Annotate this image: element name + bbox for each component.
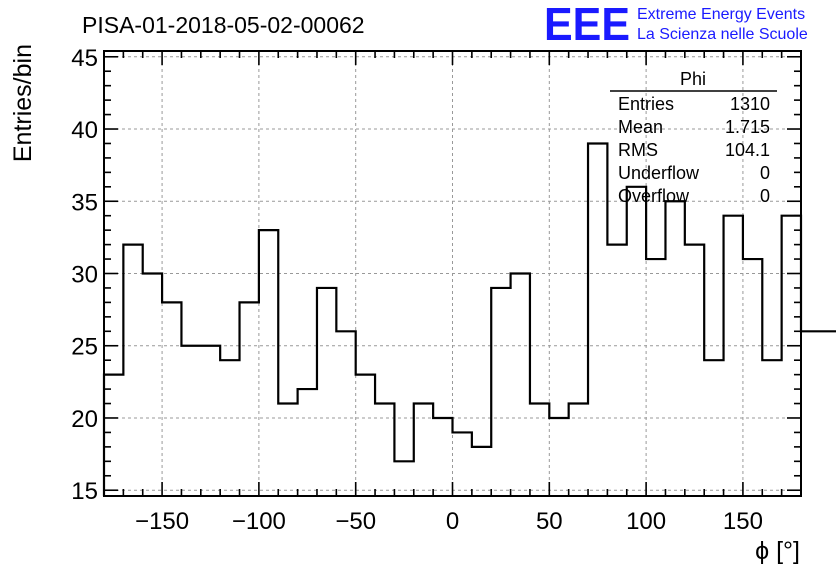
- histogram-bin: [801, 331, 820, 496]
- histogram-bin: [298, 389, 317, 496]
- y-tick-label: 40: [71, 117, 98, 144]
- histogram-bin: [472, 447, 491, 496]
- histogram-bin: [394, 461, 413, 496]
- y-tick-label: 35: [71, 189, 98, 216]
- stats-row-value: 0: [760, 186, 770, 206]
- x-tick-label: −100: [232, 508, 286, 535]
- histogram-bin: [104, 375, 123, 496]
- y-tick-label: 45: [71, 45, 98, 72]
- histogram-bin: [762, 360, 781, 496]
- x-tick-label: 100: [626, 508, 666, 535]
- histogram-bin: [511, 274, 530, 497]
- histogram-bin: [278, 404, 297, 496]
- run-title: PISA-01-2018-05-02-00062: [82, 12, 365, 38]
- histogram-bin: [530, 404, 549, 496]
- histogram-bin: [317, 288, 336, 496]
- histogram-bin: [704, 360, 723, 496]
- histogram-bin: [588, 143, 607, 496]
- histogram-bin: [201, 346, 220, 496]
- histogram-bin: [356, 375, 375, 496]
- stats-row-value: 0: [760, 163, 770, 183]
- logo-mark: EEE: [544, 0, 630, 50]
- histogram-bin: [336, 331, 355, 496]
- y-tick-label: 30: [71, 262, 98, 289]
- tick-labels: −150 −100 −50 0 50 100 150 15 20 25 30 35 40 45: [71, 45, 763, 535]
- logo-line-1: Extreme Energy Events: [637, 6, 805, 23]
- histogram-bin: [724, 216, 743, 496]
- histogram-bin: [646, 259, 665, 496]
- axis-ticks: [103, 51, 802, 496]
- stats-row-label: Overflow: [618, 186, 690, 206]
- histogram-bin: [665, 201, 684, 496]
- histogram-bin: [123, 245, 142, 496]
- stats-row-value: 1310: [730, 94, 770, 114]
- x-tick-label: 50: [536, 508, 563, 535]
- histogram-bin: [569, 404, 588, 496]
- histogram-bin: [181, 346, 200, 496]
- x-tick-label: −150: [135, 508, 189, 535]
- histogram-bin: [240, 302, 259, 496]
- histogram-bin: [453, 432, 472, 496]
- histogram-bin: [743, 259, 762, 496]
- stats-row-label: Mean: [618, 117, 663, 137]
- y-axis-title: Entries/bin: [9, 44, 37, 162]
- x-tick-label: 0: [446, 508, 459, 535]
- histogram-bin: [491, 288, 510, 496]
- eee-logo: EEE Extreme Energy Events La Scienza nel…: [544, 0, 808, 50]
- logo-line-2: La Scienza nelle Scuole: [637, 26, 808, 43]
- histogram-bin: [220, 360, 239, 496]
- histogram-bin: [143, 274, 162, 497]
- stats-title: Phi: [680, 69, 706, 89]
- y-tick-label: 20: [71, 406, 98, 433]
- histogram-bin: [782, 216, 801, 496]
- histogram-bin: [259, 230, 278, 496]
- x-tick-label: 150: [723, 508, 763, 535]
- histogram-bin: [375, 404, 394, 496]
- x-tick-label: −50: [335, 508, 376, 535]
- histogram-bin: [162, 302, 181, 496]
- histogram-bin: [685, 245, 704, 496]
- y-tick-label: 25: [71, 334, 98, 361]
- stats-box: Phi Entries 1310 Mean 1.715 RMS 104.1 Underflo…: [610, 69, 777, 206]
- histogram-bin: [433, 418, 452, 496]
- stats-row-label: RMS: [618, 140, 658, 160]
- histogram-bin: [549, 418, 568, 496]
- histogram-series-line: [102, 142, 836, 496]
- stats-row-value: 1.715: [725, 117, 770, 137]
- histogram-bin: [414, 404, 433, 496]
- histogram-bin: [820, 331, 836, 496]
- y-tick-label: 15: [71, 478, 98, 505]
- stats-row-value: 104.1: [725, 140, 770, 160]
- histogram-bin: [627, 187, 646, 496]
- stats-rows: Entries 1310 Mean 1.715 RMS 104.1 Underflow 0 Ov…: [618, 94, 770, 206]
- x-axis-title: ϕ [°]: [755, 537, 800, 565]
- stats-row-label: Entries: [618, 94, 674, 114]
- stats-row-label: Underflow: [618, 163, 700, 183]
- histogram-bin: [607, 245, 626, 496]
